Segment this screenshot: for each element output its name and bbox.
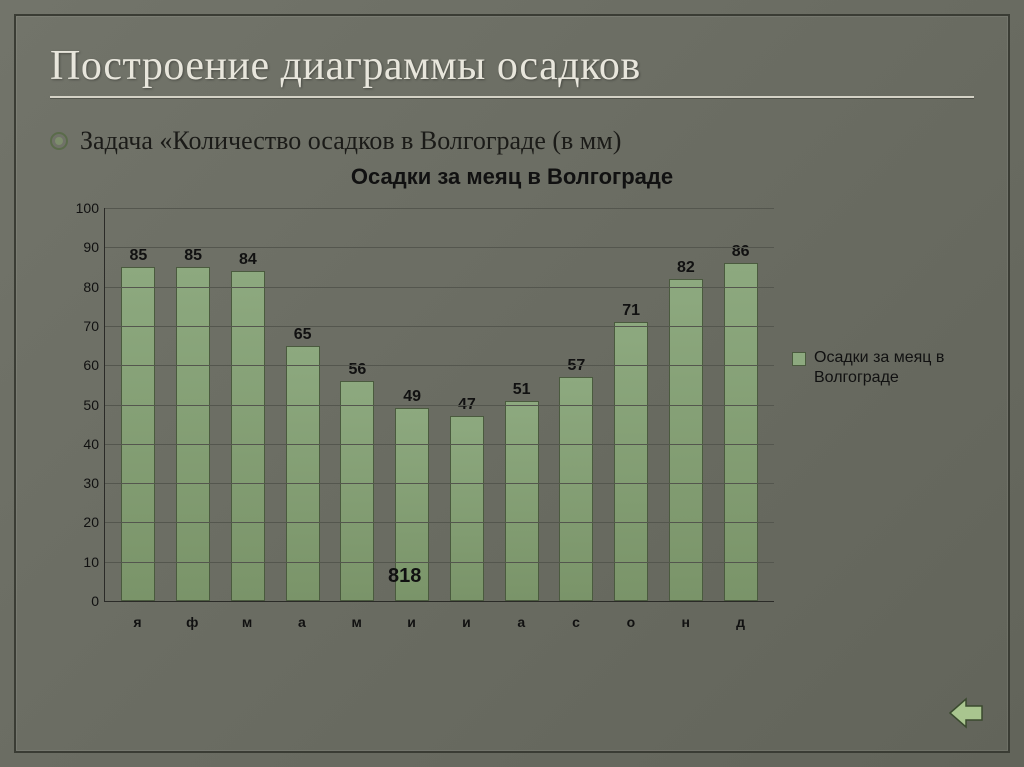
grid-line	[105, 444, 774, 445]
y-tick-label: 30	[83, 475, 99, 491]
y-tick-label: 20	[83, 514, 99, 530]
bar-value-label: 51	[513, 381, 531, 399]
chart: 858584655649475157718286 010203040506070…	[58, 198, 778, 638]
x-tick-label: м	[220, 614, 275, 630]
chart-title: Осадки за меяц в Волгограде	[50, 164, 974, 190]
x-tick-label: и	[384, 614, 439, 630]
bullet-item: Задача «Количество осадков в Волгограде …	[50, 126, 974, 156]
bar-value-label: 71	[622, 302, 640, 320]
bar	[559, 377, 593, 601]
x-tick-label: о	[603, 614, 658, 630]
y-tick-label: 100	[76, 200, 99, 216]
legend-swatch	[792, 352, 806, 366]
bar	[669, 279, 703, 601]
grid-line	[105, 405, 774, 406]
bar	[176, 267, 210, 601]
x-tick-label: я	[110, 614, 165, 630]
bar	[724, 263, 758, 601]
x-tick-label: м	[329, 614, 384, 630]
slide: Построение диаграммы осадков Задача «Кол…	[0, 0, 1024, 767]
grid-line	[105, 522, 774, 523]
bar	[340, 381, 374, 601]
slide-frame: Построение диаграммы осадков Задача «Кол…	[14, 14, 1010, 753]
x-tick-label: а	[274, 614, 329, 630]
x-tick-label: с	[549, 614, 604, 630]
y-tick-label: 70	[83, 318, 99, 334]
x-tick-label: ф	[165, 614, 220, 630]
bar-value-label: 65	[294, 326, 312, 344]
legend-label: Осадки за меяц в Волгограде	[814, 348, 962, 388]
grid-line	[105, 365, 774, 366]
y-tick-label: 90	[83, 239, 99, 255]
grid-line	[105, 287, 774, 288]
x-tick-label: д	[713, 614, 768, 630]
y-tick-label: 40	[83, 436, 99, 452]
prev-slide-button[interactable]	[948, 695, 984, 731]
x-axis-labels: яфмамииасонд	[104, 614, 774, 630]
y-tick-label: 50	[83, 397, 99, 413]
bar-value-label: 82	[677, 259, 695, 277]
bullet-icon	[50, 132, 68, 150]
chart-wrap: 858584655649475157718286 010203040506070…	[50, 198, 974, 638]
bar	[614, 322, 648, 601]
y-tick-label: 0	[91, 593, 99, 609]
grid-line	[105, 326, 774, 327]
bar	[121, 267, 155, 601]
grid-line	[105, 562, 774, 563]
title-underline	[50, 96, 974, 98]
x-tick-label: н	[658, 614, 713, 630]
slide-title: Построение диаграммы осадков	[50, 42, 974, 90]
bar-value-label: 56	[348, 361, 366, 379]
x-tick-label: а	[494, 614, 549, 630]
y-tick-label: 60	[83, 357, 99, 373]
bullet-text: Задача «Количество осадков в Волгограде …	[80, 126, 621, 156]
bar-value-label: 86	[732, 243, 750, 261]
bar-value-label: 85	[129, 247, 147, 265]
bar-value-label: 84	[239, 251, 257, 269]
grid-line	[105, 483, 774, 484]
bar	[505, 401, 539, 601]
bar-value-label: 85	[184, 247, 202, 265]
prev-arrow-icon	[948, 695, 984, 731]
grid-line	[105, 247, 774, 248]
legend: Осадки за меяц в Волгограде	[792, 348, 962, 388]
y-tick-label: 80	[83, 279, 99, 295]
total-annotation: 818	[388, 565, 421, 588]
plot-area: 858584655649475157718286 010203040506070…	[104, 208, 774, 602]
grid-line	[105, 208, 774, 209]
x-tick-label: и	[439, 614, 494, 630]
y-tick-label: 10	[83, 554, 99, 570]
bar	[231, 271, 265, 601]
